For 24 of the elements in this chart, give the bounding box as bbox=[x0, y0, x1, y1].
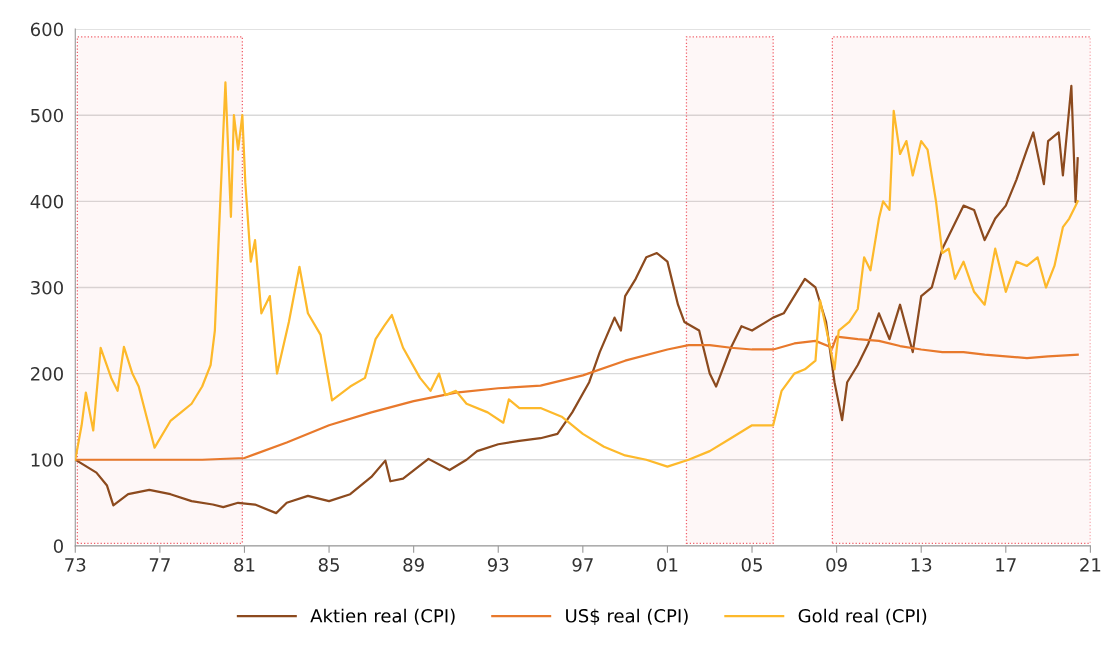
y-tick-label: 500 bbox=[31, 108, 63, 123]
x-tick-label: 01 bbox=[657, 557, 678, 572]
legend-label: Gold real (CPI) bbox=[798, 608, 927, 625]
x-tick-label: 97 bbox=[572, 557, 593, 572]
y-tick-label: 100 bbox=[31, 453, 63, 467]
x-tick-label: 85 bbox=[318, 557, 339, 572]
x-tick-label: 05 bbox=[741, 557, 762, 572]
y-tick-label: 200 bbox=[31, 367, 63, 381]
y-tick-label: 300 bbox=[31, 280, 63, 295]
y-tick-label: 0 bbox=[53, 539, 63, 553]
x-tick-label: 89 bbox=[403, 557, 424, 572]
x-tick-label: 17 bbox=[996, 558, 1016, 572]
x-tick-label: 81 bbox=[234, 557, 255, 572]
legend-label: Aktien real (CPI) bbox=[310, 608, 455, 625]
x-tick-label: 93 bbox=[487, 557, 509, 572]
x-tick-label: 73 bbox=[65, 557, 86, 572]
legend-label: US$ real (CPI) bbox=[566, 608, 688, 626]
y-tick-label: 400 bbox=[30, 194, 63, 209]
y-tick-label: 600 bbox=[30, 22, 63, 37]
x-tick-label: 09 bbox=[826, 557, 847, 572]
x-tick-label: 13 bbox=[911, 557, 932, 572]
x-tick-label: 21 bbox=[1080, 557, 1101, 572]
x-tick-label: 77 bbox=[149, 558, 170, 572]
line-series bbox=[75, 335, 1079, 461]
